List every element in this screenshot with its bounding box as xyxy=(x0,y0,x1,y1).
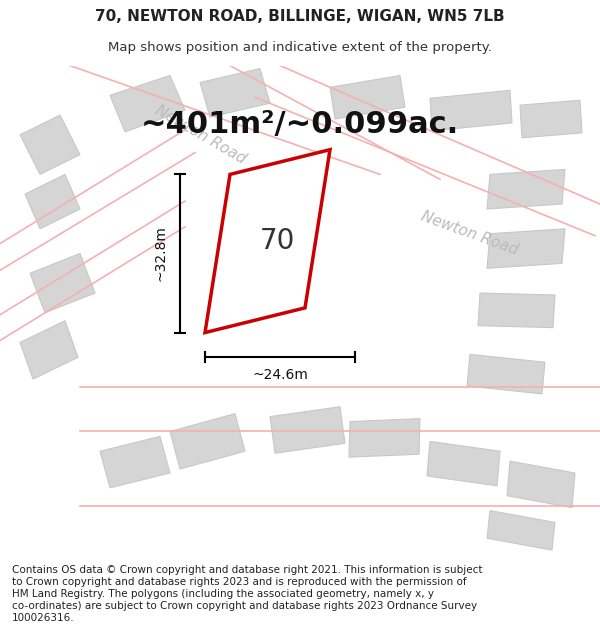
Text: Contains OS data © Crown copyright and database right 2021. This information is : Contains OS data © Crown copyright and d… xyxy=(12,564,482,574)
Polygon shape xyxy=(507,461,575,508)
Text: Map shows position and indicative extent of the property.: Map shows position and indicative extent… xyxy=(108,41,492,54)
Text: ~24.6m: ~24.6m xyxy=(252,368,308,382)
Text: ~32.8m: ~32.8m xyxy=(153,226,167,281)
Polygon shape xyxy=(20,321,78,379)
Polygon shape xyxy=(330,76,405,119)
Polygon shape xyxy=(427,441,500,486)
Text: Newton Road: Newton Road xyxy=(419,209,521,258)
Polygon shape xyxy=(205,149,330,332)
Polygon shape xyxy=(487,229,565,268)
Polygon shape xyxy=(20,115,80,174)
Polygon shape xyxy=(200,69,270,117)
Text: to Crown copyright and database rights 2023 and is reproduced with the permissio: to Crown copyright and database rights 2… xyxy=(12,577,467,587)
Polygon shape xyxy=(467,354,545,394)
Polygon shape xyxy=(110,76,185,132)
Polygon shape xyxy=(487,169,565,209)
Polygon shape xyxy=(478,293,555,328)
Polygon shape xyxy=(25,174,80,229)
Text: HM Land Registry. The polygons (including the associated geometry, namely x, y: HM Land Registry. The polygons (includin… xyxy=(12,589,434,599)
Polygon shape xyxy=(270,407,345,453)
Polygon shape xyxy=(100,436,170,488)
Polygon shape xyxy=(430,91,512,131)
Text: 70: 70 xyxy=(260,227,295,255)
Text: ~401m²/~0.099ac.: ~401m²/~0.099ac. xyxy=(141,111,459,139)
Text: Newton Road: Newton Road xyxy=(152,102,248,167)
Polygon shape xyxy=(349,419,420,457)
Polygon shape xyxy=(520,100,582,138)
Polygon shape xyxy=(487,511,555,550)
Text: 100026316.: 100026316. xyxy=(12,612,74,622)
Text: 70, NEWTON ROAD, BILLINGE, WIGAN, WN5 7LB: 70, NEWTON ROAD, BILLINGE, WIGAN, WN5 7L… xyxy=(95,9,505,24)
Polygon shape xyxy=(30,254,95,312)
Polygon shape xyxy=(170,414,245,469)
Text: co-ordinates) are subject to Crown copyright and database rights 2023 Ordnance S: co-ordinates) are subject to Crown copyr… xyxy=(12,601,477,611)
